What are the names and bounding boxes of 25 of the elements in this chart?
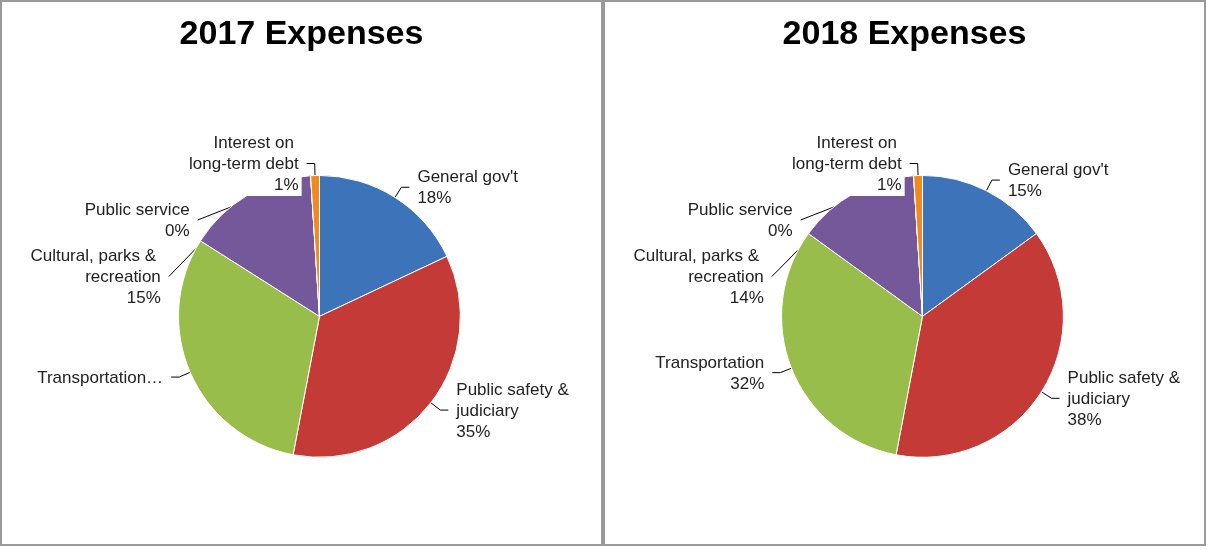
slice-label: Public safety & judiciary <box>1066 367 1185 408</box>
data-label: 1% <box>274 175 299 195</box>
data-label: 14% <box>729 288 764 308</box>
chart-title: 2018 Expenses <box>782 13 1027 51</box>
slice-label: Cultural, parks & recreation <box>30 246 161 287</box>
data-label: 38% <box>1067 409 1102 429</box>
category-label: Public service <box>84 200 190 220</box>
data-label: 15% <box>126 288 161 308</box>
slice-label: General gov't <box>417 167 519 187</box>
data-label: 35% <box>456 421 491 441</box>
slice-label: Transportation <box>655 352 765 372</box>
data-label: 18% <box>417 188 452 208</box>
data-label: 1% <box>877 175 902 195</box>
slice-label: Interest on long-term debt <box>189 133 299 174</box>
data-label: 15% <box>1007 181 1042 201</box>
slice-label: Transportation… <box>37 367 164 387</box>
data-label: 32% <box>730 373 765 393</box>
slice-label: General gov't <box>1007 160 1109 180</box>
category-label: Public service <box>687 200 793 220</box>
slice-label: Public safety & judiciary <box>455 379 574 420</box>
slice-label: Cultural, parks & recreation <box>633 246 764 287</box>
text: 0% <box>768 221 793 241</box>
chart-title: 2017 Expenses <box>179 13 424 51</box>
slice-label: Interest on long-term debt <box>792 133 902 174</box>
text: 0% <box>165 221 190 241</box>
